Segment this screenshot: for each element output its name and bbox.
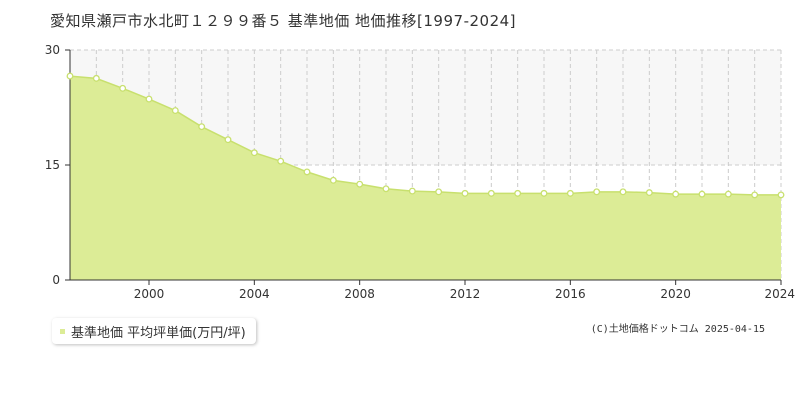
legend-label: 基準地価 平均坪単価(万円/坪) — [71, 325, 246, 341]
data-point — [329, 176, 337, 184]
data-point — [487, 189, 495, 197]
series-line — [69, 75, 781, 196]
data-point — [92, 74, 100, 82]
y-tick-label: 15 — [45, 158, 60, 172]
data-point — [224, 136, 232, 144]
x-tick-label: 2000 — [134, 287, 165, 301]
y-tick-label: 0 — [52, 273, 60, 287]
data-point — [356, 180, 364, 188]
data-point — [119, 84, 127, 92]
data-point — [277, 157, 285, 165]
series-area — [70, 76, 781, 280]
data-point — [593, 188, 601, 196]
data-point — [250, 149, 258, 157]
x-tick-label: 2008 — [344, 287, 375, 301]
data-point — [382, 185, 390, 193]
data-point — [198, 123, 206, 131]
data-point — [540, 189, 548, 197]
data-point — [751, 191, 759, 199]
data-point — [408, 187, 416, 195]
credit: (C)土地価格ドットコム 2025-04-15 — [590, 324, 765, 335]
legend: 基準地価 平均坪単価(万円/坪) — [52, 318, 256, 344]
data-point — [698, 190, 706, 198]
data-point — [66, 72, 74, 80]
legend-swatch — [60, 328, 65, 334]
data-point — [672, 190, 680, 198]
data-point — [461, 189, 469, 197]
data-point — [724, 190, 732, 198]
chart-title: 愛知県瀬戸市水北町１２９９番５ 基準地価 地価推移[1997-2024] — [50, 12, 517, 30]
data-point — [777, 191, 785, 199]
data-point — [514, 189, 522, 197]
x-tick-label: 2024 — [764, 287, 795, 301]
x-tick-label: 2016 — [555, 287, 586, 301]
data-point — [619, 188, 627, 196]
data-point — [645, 189, 653, 197]
x-tick-label: 2004 — [239, 287, 270, 301]
data-point — [171, 107, 179, 115]
x-tick-label: 2012 — [450, 287, 481, 301]
data-point — [566, 189, 574, 197]
data-point — [145, 95, 153, 103]
y-tick-label: 30 — [45, 43, 60, 57]
data-point — [303, 168, 311, 176]
x-tick-label: 2020 — [660, 287, 691, 301]
data-point — [435, 188, 443, 196]
